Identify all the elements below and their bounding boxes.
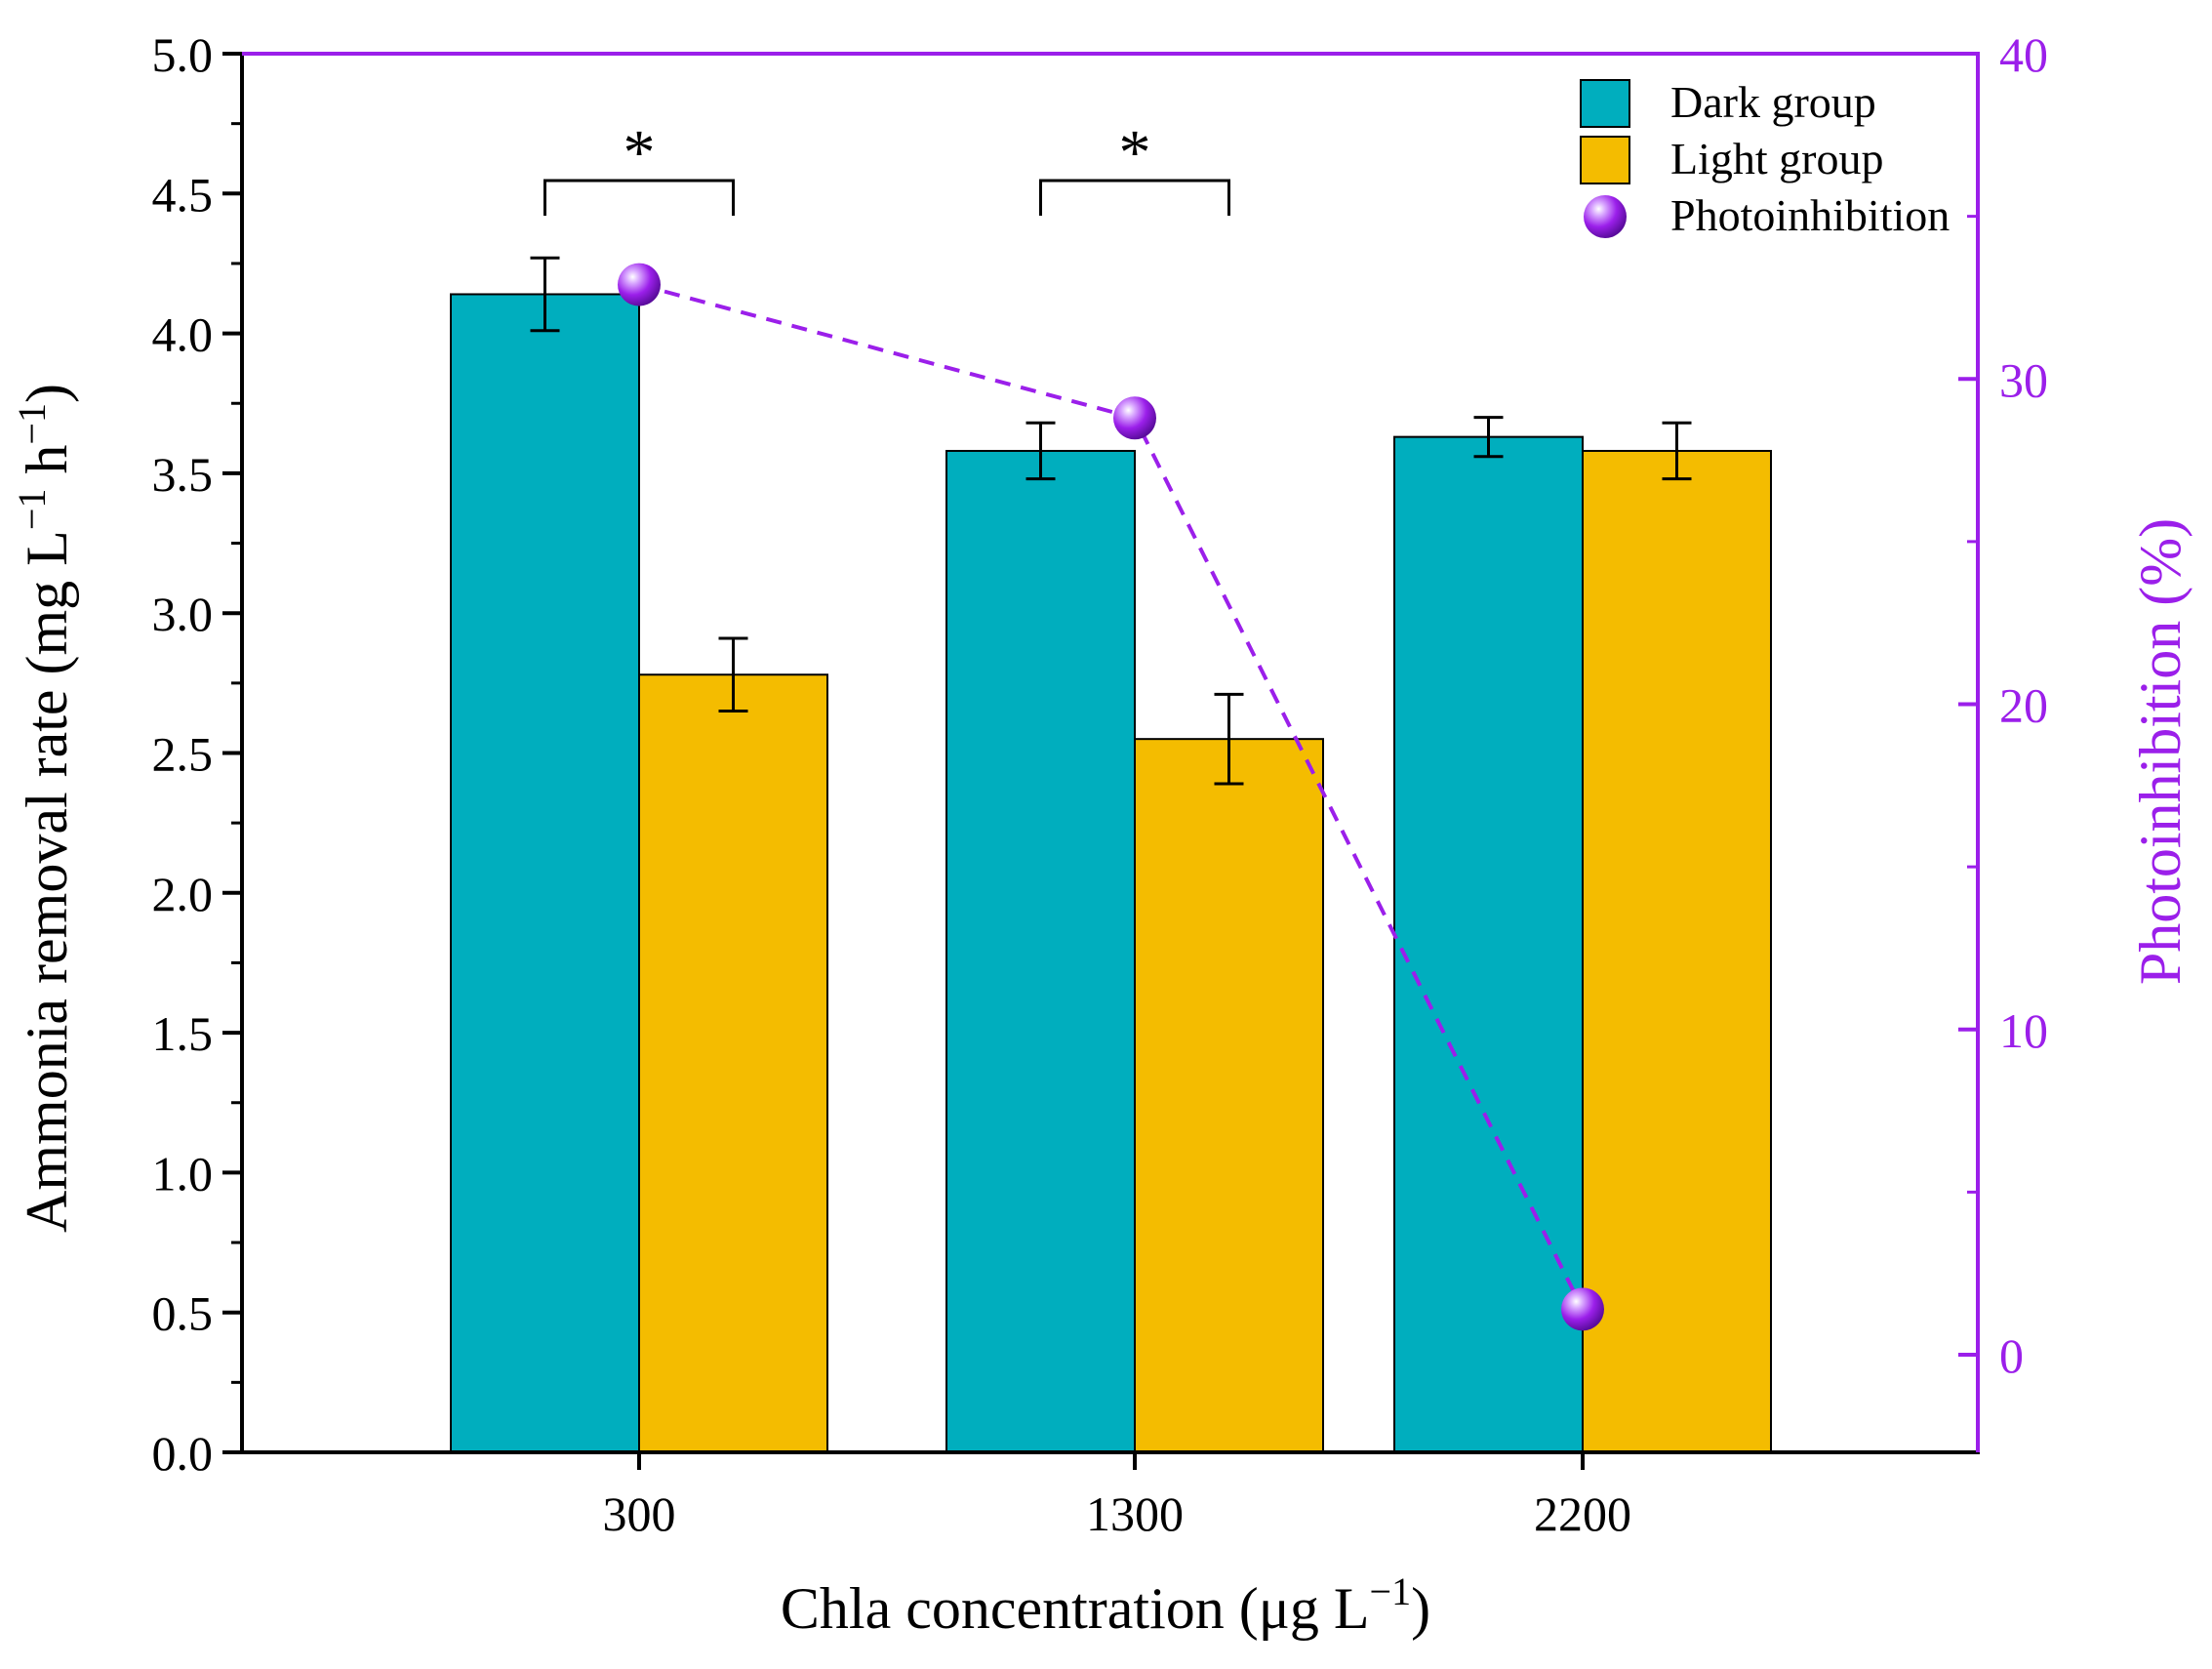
legend-item-photoinhibition: Photoinhibition [1584,190,1950,240]
error-bar-light-1300 [1214,692,1244,786]
error-bar-light-300 [718,636,748,713]
bar-light-2200 [1582,449,1772,1453]
significance-label: * [623,117,656,188]
y-tick-label: 0.5 [152,1286,214,1341]
y-tick-label: 0.0 [152,1426,214,1481]
error-bar-dark-300 [530,256,560,333]
y-axis-label: Ammonia removal rate (mg L−1 h−1) [10,384,79,1233]
error-bar-dark-1300 [1026,421,1056,481]
legend-label-dark: Dark group [1670,77,1876,127]
legend: Dark group Light group Photoinhibition [1580,77,1950,240]
y2-tick-label: 30 [1999,352,2048,407]
bar-light-1300 [1134,738,1324,1453]
x-axis-label: Chla concentration (μg L−1) [781,1569,1430,1641]
y-tick-label: 4.0 [152,307,214,362]
y-tick-label: 4.5 [152,167,214,222]
photoinhibition-layer [618,263,1604,1331]
y-tick-label: 2.5 [152,727,214,782]
y-tick-label: 5.0 [152,27,214,82]
axes-layer: 0.0 0.5 1.0 1.5 2.0 2.5 3.0 3.5 4.0 4.5 5.0 0 10 20 30… [152,27,2049,1541]
bar-dark-300 [450,293,640,1454]
y2-tick-label: 20 [1999,678,2048,733]
legend-item-light: Light group [1580,134,1883,184]
significance-bracket-1300: * [1039,117,1230,216]
bar-dark-1300 [945,449,1136,1453]
legend-swatch-photoinhibition [1584,195,1627,238]
legend-swatch-light [1580,136,1630,184]
legend-item-dark: Dark group [1580,77,1876,128]
x-tick-label: 300 [603,1486,676,1541]
photoinhibition-point-1300 [1113,396,1156,440]
y-tick-label: 1.5 [152,1006,214,1061]
significance-label: * [1119,117,1151,188]
x-tick-label: 1300 [1086,1486,1184,1541]
bar-light-300 [638,673,828,1453]
significance-layer: * * [543,117,1230,216]
x-tick-label: 2200 [1534,1486,1631,1541]
y-tick-label: 3.5 [152,447,214,502]
y2-axis-label: Photoinhibition (%) [2128,518,2192,985]
y-tick-label: 2.0 [152,867,214,921]
bars-layer [450,256,1772,1454]
axis-labels-layer: Ammonia removal rate (mg L−1 h−1) Chla c… [10,384,2192,1641]
error-bar-light-2200 [1662,421,1692,481]
legend-label-photoinhibition: Photoinhibition [1670,190,1950,240]
photoinhibition-point-2200 [1561,1287,1604,1331]
y2-tick-label: 40 [1999,27,2048,82]
legend-swatch-dark [1580,79,1630,128]
photoinhibition-point-300 [618,263,661,306]
bar-dark-2200 [1393,435,1584,1454]
y-tick-label: 3.0 [152,587,214,641]
y2-tick-label: 0 [1999,1328,2024,1383]
legend-label-light: Light group [1670,134,1883,183]
significance-bracket-300: * [543,117,735,216]
error-bar-dark-2200 [1473,416,1504,459]
y2-tick-label: 10 [1999,1003,2048,1058]
y-tick-label: 1.0 [152,1146,214,1201]
